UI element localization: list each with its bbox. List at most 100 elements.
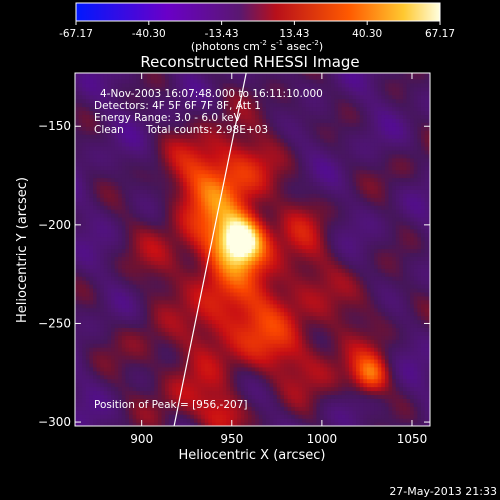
heatmap-cell <box>143 402 148 407</box>
heatmap-cell <box>190 169 195 175</box>
heatmap-cell <box>139 362 145 368</box>
heatmap-cell <box>208 276 213 281</box>
heatmap-cell <box>262 414 267 419</box>
heatmap-cell <box>93 118 98 123</box>
heatmap-cell <box>129 197 134 202</box>
heatmap-cell <box>193 378 199 384</box>
heatmap-cell <box>147 102 152 108</box>
heatmap-cell <box>143 138 148 143</box>
heatmap-cell <box>208 422 213 426</box>
heatmap-cell <box>237 94 242 100</box>
heatmap-cell <box>190 307 195 313</box>
heatmap-cell <box>219 244 224 250</box>
heatmap-cell <box>172 252 177 257</box>
heatmap-cell <box>262 303 267 309</box>
heatmap-cell <box>197 410 202 415</box>
heatmap-cell <box>179 213 184 218</box>
heatmap-cell <box>129 256 134 261</box>
heatmap-cell <box>89 284 94 289</box>
heatmap-cell <box>183 378 188 384</box>
heatmap-cell <box>100 414 105 419</box>
heatmap-cell <box>165 374 170 380</box>
heatmap-cell <box>121 177 127 183</box>
heatmap-cell <box>222 244 227 250</box>
heatmap-cell <box>157 142 163 147</box>
heatmap-cell <box>75 284 80 289</box>
heatmap-cell <box>201 287 206 293</box>
heatmap-cell <box>121 287 127 293</box>
heatmap-cell <box>208 410 213 415</box>
heatmap-cell <box>204 181 209 186</box>
heatmap-cell <box>226 295 231 301</box>
heatmap-cell <box>147 374 152 380</box>
heatmap-cell <box>89 90 94 96</box>
heatmap-cell <box>240 134 245 139</box>
heatmap-cell <box>186 153 191 159</box>
heatmap-cell <box>89 422 94 426</box>
heatmap-cell <box>222 134 227 139</box>
heatmap-cell <box>204 205 209 210</box>
heatmap-cell <box>179 110 184 116</box>
heatmap-cell <box>118 78 123 84</box>
heatmap-cell <box>114 145 119 151</box>
heatmap-cell <box>121 181 127 186</box>
heatmap-cell <box>111 122 116 127</box>
heatmap-cell <box>129 240 134 246</box>
heatmap-cell <box>201 216 206 222</box>
heatmap-cell <box>179 90 184 96</box>
heatmap-cell <box>111 185 116 190</box>
heatmap-cell <box>211 366 217 372</box>
heatmap-cell <box>111 307 116 313</box>
heatmap-cell <box>233 130 238 135</box>
heatmap-cell <box>161 165 166 171</box>
heatmap-cell <box>150 390 155 396</box>
heatmap-cell <box>89 370 94 376</box>
heatmap-cell <box>262 410 267 415</box>
heatmap-cell <box>190 118 195 123</box>
heatmap-cell <box>103 138 109 143</box>
heatmap-cell <box>143 406 148 411</box>
heatmap-cell <box>107 165 112 171</box>
heatmap-cell <box>96 422 101 426</box>
heatmap-cell <box>179 153 184 159</box>
heatmap-cell <box>255 134 260 139</box>
heatmap-cell <box>193 351 199 356</box>
heatmap-cell <box>93 74 98 80</box>
heatmap-cell <box>143 232 148 238</box>
heatmap-cell <box>93 414 98 419</box>
heatmap-cell <box>233 264 238 269</box>
heatmap-cell <box>262 74 267 80</box>
heatmap-cell <box>244 323 249 328</box>
heatmap-cell <box>269 161 274 167</box>
heatmap-cell <box>129 213 134 218</box>
heatmap-cell <box>107 74 112 80</box>
heatmap-cell <box>186 86 191 92</box>
heatmap-cell <box>165 276 170 281</box>
heatmap-cell <box>255 311 260 317</box>
heatmap-cell <box>93 86 98 92</box>
heatmap-cell <box>215 390 220 396</box>
heatmap-cell <box>129 169 134 175</box>
heatmap-cell <box>175 90 181 96</box>
heatmap-cell <box>78 236 83 242</box>
heatmap-cell <box>215 386 220 392</box>
heatmap-cell <box>269 153 274 159</box>
heatmap-cell <box>143 327 148 332</box>
heatmap-cell <box>96 82 101 88</box>
heatmap-cell <box>111 134 116 139</box>
heatmap-cell <box>82 157 87 163</box>
heatmap-cell <box>172 295 177 301</box>
heatmap-cell <box>143 410 148 415</box>
heatmap-cell <box>118 73 123 76</box>
heatmap-cell <box>114 189 119 194</box>
heatmap-cell <box>240 224 245 230</box>
heatmap-cell <box>233 205 238 210</box>
heatmap-cell <box>201 410 206 415</box>
heatmap-cell <box>89 74 94 80</box>
heatmap-cell <box>201 185 206 190</box>
heatmap-cell <box>211 410 217 415</box>
heatmap-cell <box>118 351 123 356</box>
heatmap-cell <box>179 134 184 139</box>
heatmap-cell <box>165 90 170 96</box>
heatmap-cell <box>237 268 242 273</box>
